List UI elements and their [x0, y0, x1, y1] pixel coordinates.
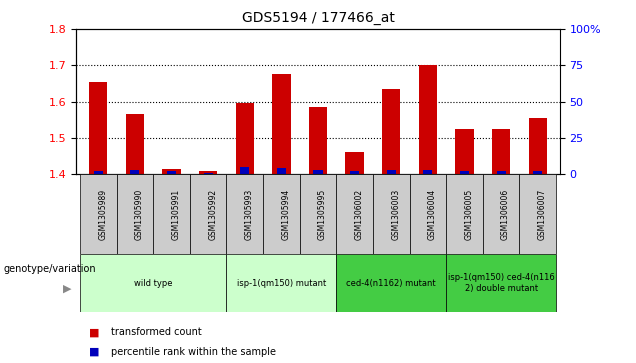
Text: GSM1306007: GSM1306007	[537, 188, 547, 240]
Text: GSM1306004: GSM1306004	[428, 188, 437, 240]
Bar	[533, 171, 543, 174]
Bar	[130, 170, 139, 174]
Text: GSM1305992: GSM1305992	[208, 189, 217, 240]
Bar	[226, 254, 336, 312]
Text: wild type: wild type	[134, 279, 172, 287]
Bar	[162, 169, 181, 174]
Text: GSM1306005: GSM1306005	[464, 188, 473, 240]
Text: ced-4(n1162) mutant: ced-4(n1162) mutant	[347, 279, 436, 287]
Bar	[446, 174, 483, 254]
Bar	[492, 129, 510, 174]
Bar	[336, 254, 446, 312]
Text: GSM1305993: GSM1305993	[245, 188, 254, 240]
Text: GSM1305995: GSM1305995	[318, 188, 327, 240]
Text: GSM1306002: GSM1306002	[355, 189, 364, 240]
Bar	[190, 174, 226, 254]
Bar	[126, 114, 144, 174]
Text: isp-1(qm150) ced-4(n116
2) double mutant: isp-1(qm150) ced-4(n116 2) double mutant	[448, 273, 555, 293]
Bar	[80, 174, 116, 254]
Bar	[300, 174, 336, 254]
Text: GSM1305991: GSM1305991	[172, 189, 181, 240]
Bar	[93, 171, 103, 174]
Bar	[460, 171, 469, 174]
Bar	[235, 103, 254, 174]
Bar	[272, 74, 291, 174]
Text: percentile rank within the sample: percentile rank within the sample	[111, 347, 276, 357]
Bar	[418, 65, 437, 174]
Bar	[226, 174, 263, 254]
Bar	[497, 171, 506, 174]
Bar	[373, 174, 410, 254]
Bar	[424, 170, 432, 174]
Bar	[382, 89, 401, 174]
Text: genotype/variation: genotype/variation	[3, 264, 96, 274]
Bar	[199, 171, 218, 174]
Bar	[89, 82, 107, 174]
Bar	[350, 171, 359, 174]
Bar	[387, 170, 396, 174]
Text: isp-1(qm150) mutant: isp-1(qm150) mutant	[237, 279, 326, 287]
Text: GSM1306006: GSM1306006	[501, 188, 510, 240]
Text: GSM1306003: GSM1306003	[391, 188, 400, 240]
Text: GSM1305990: GSM1305990	[135, 188, 144, 240]
Bar	[314, 170, 322, 174]
Bar	[167, 171, 176, 174]
Bar	[345, 152, 364, 174]
Bar	[263, 174, 300, 254]
Bar	[446, 254, 556, 312]
Text: GSM1305994: GSM1305994	[281, 188, 291, 240]
Text: ■: ■	[89, 327, 100, 337]
Bar	[204, 173, 212, 174]
Bar	[240, 167, 249, 174]
Bar	[116, 174, 153, 254]
Text: ▶: ▶	[62, 284, 71, 294]
Bar	[529, 118, 547, 174]
Bar	[410, 174, 446, 254]
Bar	[520, 174, 556, 254]
Bar	[483, 174, 520, 254]
Bar	[336, 174, 373, 254]
Bar	[309, 107, 327, 174]
Bar	[455, 129, 474, 174]
Bar	[153, 174, 190, 254]
Text: GDS5194 / 177466_at: GDS5194 / 177466_at	[242, 11, 394, 25]
Text: transformed count: transformed count	[111, 327, 202, 337]
Text: GSM1305989: GSM1305989	[99, 189, 107, 240]
Text: ■: ■	[89, 347, 100, 357]
Bar	[80, 254, 226, 312]
Bar	[277, 168, 286, 174]
